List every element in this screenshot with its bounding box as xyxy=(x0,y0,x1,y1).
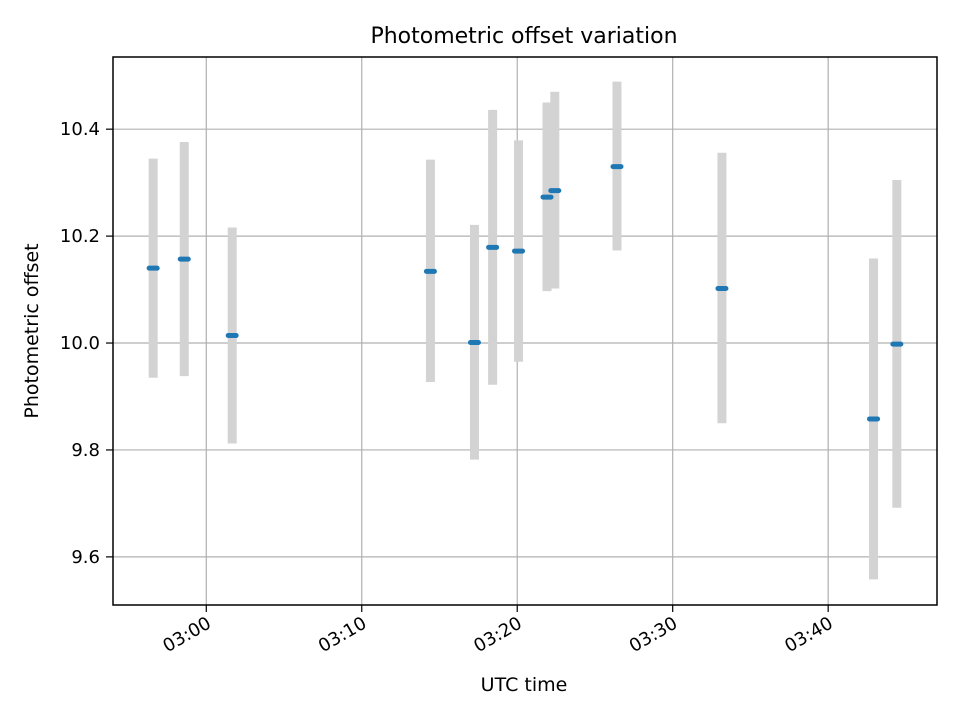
y-tick-label: 9.6 xyxy=(71,547,100,568)
chart-title: Photometric offset variation xyxy=(370,24,677,49)
x-axis-label: UTC time xyxy=(481,674,568,696)
plot-frame xyxy=(112,56,938,606)
y-tick-label: 10.0 xyxy=(60,333,100,354)
y-tick-label: 10.4 xyxy=(60,119,100,140)
y-tick-label: 10.2 xyxy=(60,226,100,247)
data-points xyxy=(146,164,904,422)
y-tick-label: 9.8 xyxy=(71,440,100,461)
y-axis-label: Photometric offset xyxy=(21,243,43,418)
